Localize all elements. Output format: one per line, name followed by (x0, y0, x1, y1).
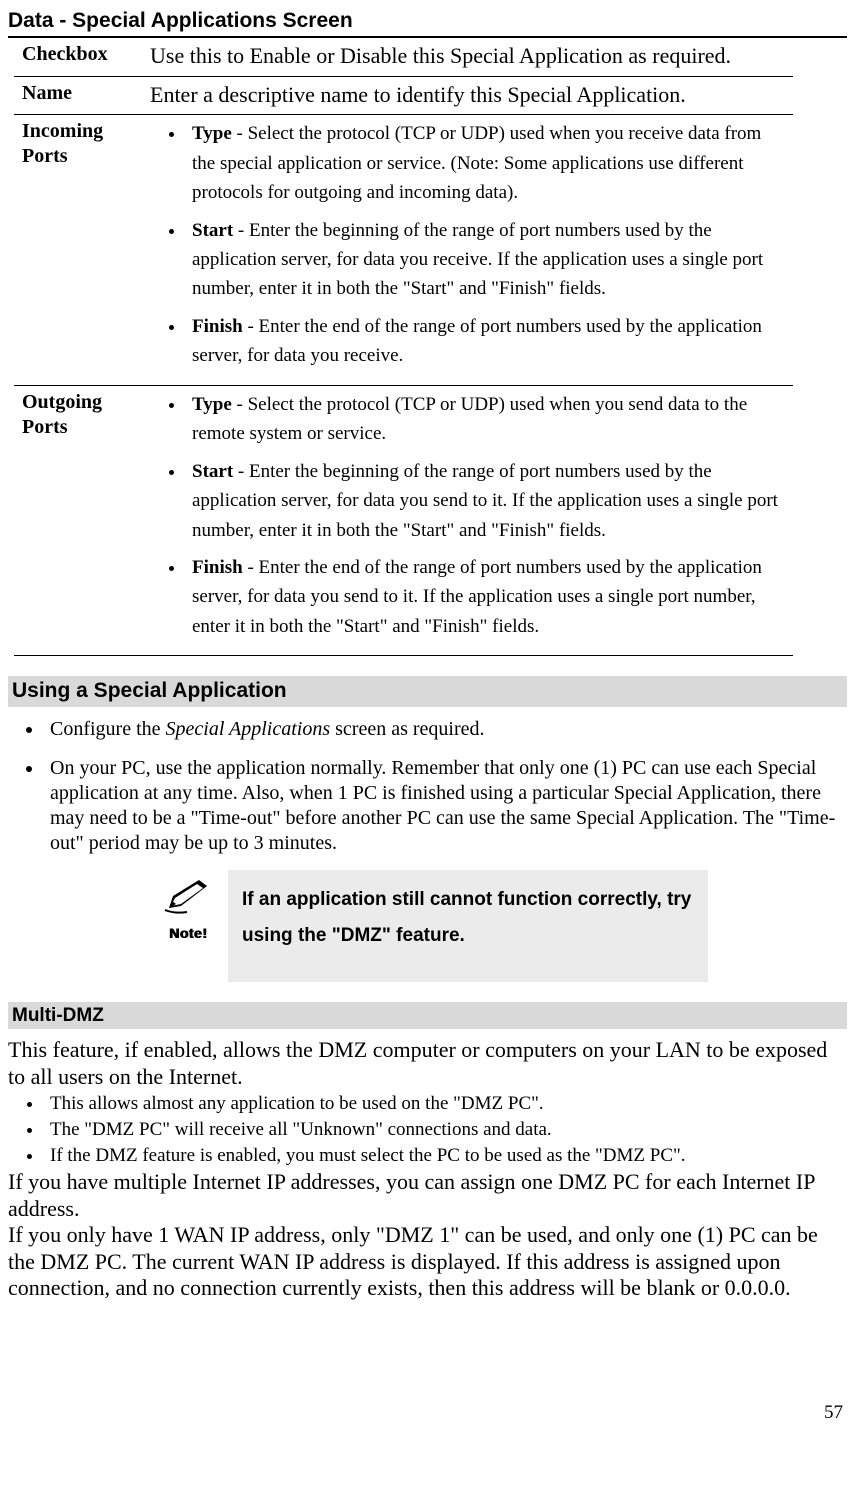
bullet-rest: - Select the protocol (TCP or UDP) used … (192, 123, 761, 203)
list-item: Start - Enter the beginning of the range… (186, 216, 785, 304)
note-callout: Note! If an application still cannot fun… (148, 870, 708, 982)
bullet-lead: Type (192, 394, 232, 415)
list-item: Finish - Enter the end of the range of p… (186, 312, 785, 371)
row-content: Use this to Enable or Disable this Speci… (142, 38, 793, 76)
text-fragment: screen as required. (330, 718, 484, 740)
row-label: Incoming Ports (14, 115, 142, 386)
text-fragment: Configure the (50, 718, 166, 740)
table-row: Checkbox Use this to Enable or Disable t… (14, 38, 793, 76)
bullet-rest: - Select the protocol (TCP or UDP) used … (192, 394, 747, 444)
table-row: Incoming Ports Type - Select the protoco… (14, 115, 793, 386)
row-label: Name (14, 76, 142, 115)
bullet-rest: - Enter the beginning of the range of po… (192, 461, 778, 541)
bullet-lead: Type (192, 123, 232, 144)
row-content: Enter a descriptive name to identify thi… (142, 76, 793, 115)
bullet-lead: Start (192, 461, 233, 482)
note-label: Note! (148, 925, 228, 943)
row-content: Type - Select the protocol (TCP or UDP) … (142, 115, 793, 386)
bullet-list: Type - Select the protocol (TCP or UDP) … (150, 390, 785, 642)
using-bullet-list: Configure the Special Applications scree… (8, 717, 847, 856)
list-item: Configure the Special Applications scree… (44, 717, 847, 742)
bullet-rest: - Enter the end of the range of port num… (192, 557, 762, 637)
list-item: On your PC, use the application normally… (44, 756, 847, 856)
dmz-intro: This feature, if enabled, allows the DMZ… (8, 1037, 847, 1090)
heading-multi-dmz: Multi-DMZ (8, 1002, 847, 1030)
table-row: Name Enter a descriptive name to identif… (14, 76, 793, 115)
list-item: Finish - Enter the end of the range of p… (186, 553, 785, 641)
list-item: Type - Select the protocol (TCP or UDP) … (186, 390, 785, 449)
note-text: If an application still cannot function … (228, 870, 708, 982)
list-item: If the DMZ feature is enabled, you must … (44, 1144, 847, 1168)
bullet-lead: Start (192, 220, 233, 241)
note-icon-block: Note! (148, 870, 228, 943)
bullet-rest: - Enter the end of the range of port num… (192, 316, 762, 366)
row-label: Outgoing Ports (14, 385, 142, 656)
dmz-bullet-list: This allows almost any application to be… (8, 1092, 847, 1167)
row-content: Type - Select the protocol (TCP or UDP) … (142, 385, 793, 656)
heading-data-special-apps: Data - Special Applications Screen (8, 8, 847, 38)
bullet-lead: Finish (192, 557, 243, 578)
list-item: Start - Enter the beginning of the range… (186, 457, 785, 545)
list-item: This allows almost any application to be… (44, 1092, 847, 1116)
dmz-paragraph-2: If you only have 1 WAN IP address, only … (8, 1222, 847, 1301)
list-item: Type - Select the protocol (TCP or UDP) … (186, 119, 785, 207)
page-number: 57 (8, 1401, 847, 1425)
bullet-list: Type - Select the protocol (TCP or UDP) … (150, 119, 785, 371)
table-row: Outgoing Ports Type - Select the protoco… (14, 385, 793, 656)
bullet-lead: Finish (192, 316, 243, 337)
bullet-rest: - Enter the beginning of the range of po… (192, 220, 763, 300)
special-apps-table: Checkbox Use this to Enable or Disable t… (14, 38, 793, 656)
pencil-icon (161, 876, 215, 923)
heading-using-special-app: Using a Special Application (8, 676, 847, 706)
list-item: The "DMZ PC" will receive all "Unknown" … (44, 1118, 847, 1142)
row-label: Checkbox (14, 38, 142, 76)
text-italic: Special Applications (166, 718, 331, 740)
dmz-paragraph-1: If you have multiple Internet IP address… (8, 1169, 847, 1222)
